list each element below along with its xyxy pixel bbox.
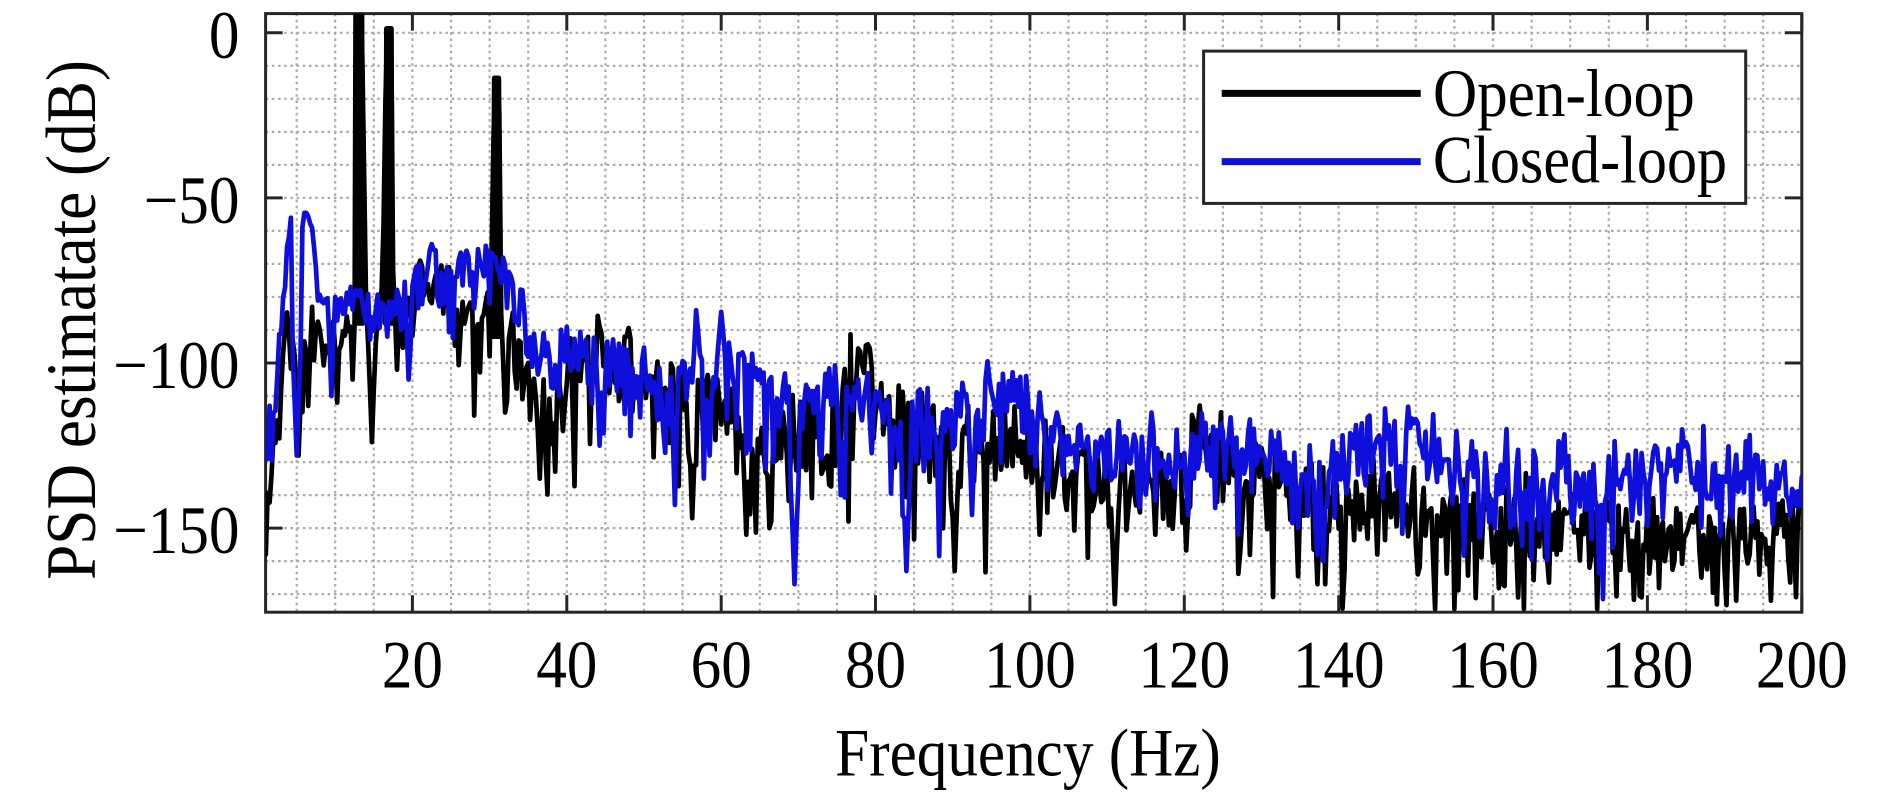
svg-text:100: 100 [984, 627, 1076, 703]
svg-text:140: 140 [1293, 627, 1385, 703]
svg-text:180: 180 [1602, 627, 1694, 703]
svg-text:−50: −50 [144, 162, 240, 238]
svg-text:PSD estimatate (dB): PSD estimatate (dB) [31, 60, 110, 580]
svg-text:160: 160 [1447, 627, 1539, 703]
svg-text:60: 60 [691, 627, 752, 703]
svg-text:−100: −100 [113, 327, 239, 403]
svg-text:Frequency (Hz): Frequency (Hz) [835, 714, 1221, 791]
svg-text:0: 0 [209, 0, 240, 73]
svg-text:80: 80 [845, 627, 906, 703]
svg-text:120: 120 [1138, 627, 1230, 703]
svg-text:40: 40 [536, 627, 597, 703]
svg-text:−150: −150 [113, 492, 239, 568]
svg-text:Closed-loop: Closed-loop [1433, 122, 1727, 197]
svg-text:200: 200 [1756, 627, 1848, 703]
svg-text:Open-loop: Open-loop [1433, 55, 1695, 131]
svg-text:20: 20 [382, 627, 443, 703]
